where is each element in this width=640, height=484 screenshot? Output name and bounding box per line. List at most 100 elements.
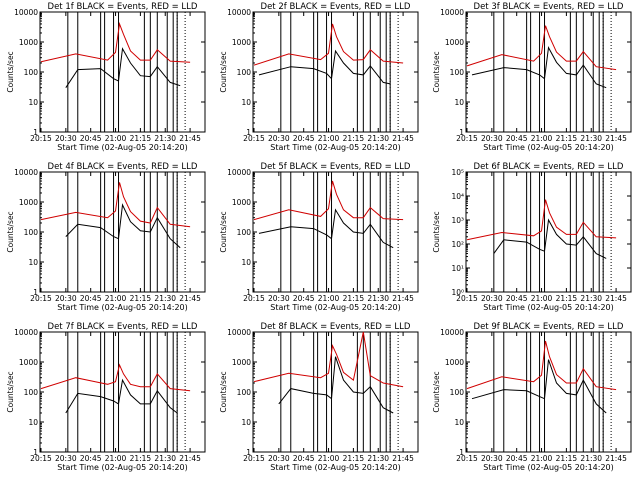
x-tick-label: 21:30 (580, 134, 602, 143)
x-axis-label: Start Time (02-Aug-05 20:14:20) (483, 463, 614, 472)
y-tick-label: 10⁴ (451, 192, 464, 201)
y-tick-label: 1000 (232, 198, 251, 207)
y-tick-label: 10⁵ (451, 168, 464, 177)
x-tick-label: 21:45 (605, 454, 627, 463)
y-tick-label: 100 (237, 388, 252, 397)
x-tick-label: 21:45 (179, 454, 201, 463)
y-tick-label: 10000 (14, 8, 38, 17)
x-tick-label: 21:30 (154, 134, 176, 143)
y-tick-label: 1 (33, 288, 38, 297)
y-tick-label: 10000 (227, 168, 251, 177)
events-series-line (493, 218, 607, 259)
y-tick-label: 10 (28, 418, 38, 427)
x-tick-label: 20:30 (55, 454, 77, 463)
x-axis-label: Start Time (02-Aug-05 20:14:20) (57, 303, 188, 312)
x-tick-label: 21:15 (130, 134, 152, 143)
x-tick-label: 21:30 (154, 454, 176, 463)
plot-frame-4 (39, 171, 206, 293)
x-axis-label: Start Time (02-Aug-05 20:14:20) (483, 303, 614, 312)
x-tick-label: 20:45 (506, 134, 528, 143)
chart-title-5: Det 5f BLACK = Events, RED = LLD (261, 162, 411, 172)
y-tick-label: 1000 (445, 38, 464, 47)
x-tick-label: 21:45 (179, 294, 201, 303)
x-axis-label: Start Time (02-Aug-05 20:14:20) (57, 143, 188, 152)
y-tick-label: 100 (450, 68, 465, 77)
x-tick-label: 20:45 (80, 454, 102, 463)
y-axis-label: Counts/sec (432, 211, 441, 252)
y-axis-label: Counts/sec (219, 211, 228, 252)
x-tick-label: 20:15 (30, 134, 52, 143)
y-tick-label: 1 (246, 448, 251, 457)
y-axis-label: Counts/sec (432, 371, 441, 412)
events-series-line (471, 359, 607, 414)
x-tick-label: 21:45 (605, 134, 627, 143)
lld-series-line (253, 180, 404, 221)
chart-title-2: Det 2f BLACK = Events, RED = LLD (261, 2, 411, 12)
events-series-line (258, 49, 391, 85)
y-tick-label: 1000 (232, 358, 251, 367)
y-axis-label: Counts/sec (6, 51, 15, 92)
lld-series-line (466, 25, 617, 71)
x-tick-label: 21:00 (105, 134, 127, 143)
x-tick-label: 21:15 (130, 454, 152, 463)
plot-frame-3 (465, 11, 632, 133)
y-tick-label: 10 (241, 98, 251, 107)
events-series-line (65, 47, 181, 88)
y-tick-label: 10 (454, 98, 464, 107)
x-tick-label: 20:30 (268, 454, 290, 463)
x-tick-label: 21:45 (392, 454, 414, 463)
lld-series-line (253, 23, 404, 66)
y-tick-label: 1000 (19, 38, 38, 47)
y-tick-label: 1 (246, 288, 251, 297)
y-tick-label: 10000 (14, 328, 38, 337)
events-series-line (258, 208, 394, 249)
plot-frame-6 (465, 171, 632, 293)
x-tick-label: 21:30 (367, 454, 389, 463)
x-tick-label: 20:45 (506, 294, 528, 303)
x-tick-label: 20:45 (506, 454, 528, 463)
x-tick-label: 20:15 (243, 454, 265, 463)
plot-frame-2 (252, 11, 419, 133)
chart-title-3: Det 3f BLACK = Events, RED = LLD (474, 2, 624, 12)
x-tick-label: 20:45 (293, 294, 315, 303)
y-tick-label: 10 (241, 258, 251, 267)
chart-title-7: Det 7f BLACK = Events, RED = LLD (48, 322, 198, 332)
x-tick-label: 20:15 (456, 454, 478, 463)
lld-series-line (40, 21, 191, 63)
y-tick-label: 10⁰ (451, 288, 464, 297)
y-tick-label: 10 (241, 418, 251, 427)
x-tick-label: 20:30 (55, 294, 77, 303)
y-axis-label: Counts/sec (6, 211, 15, 252)
y-axis-label: Counts/sec (6, 371, 15, 412)
y-tick-label: 10000 (440, 8, 464, 17)
x-tick-label: 21:00 (531, 454, 553, 463)
x-tick-label: 21:00 (531, 294, 553, 303)
plot-frame-9 (465, 331, 632, 453)
y-tick-label: 10¹ (451, 264, 464, 273)
y-tick-label: 1000 (19, 358, 38, 367)
x-tick-label: 21:00 (531, 134, 553, 143)
x-tick-label: 21:15 (556, 454, 578, 463)
y-tick-label: 100 (24, 68, 39, 77)
x-tick-label: 21:00 (105, 294, 127, 303)
chart-title-6: Det 6f BLACK = Events, RED = LLD (474, 162, 624, 172)
y-tick-label: 1 (33, 448, 38, 457)
y-tick-label: 1 (33, 128, 38, 137)
x-tick-label: 20:15 (456, 134, 478, 143)
y-tick-label: 100 (24, 388, 39, 397)
y-tick-label: 100 (24, 228, 39, 237)
x-tick-label: 21:15 (343, 454, 365, 463)
y-tick-label: 1000 (232, 38, 251, 47)
y-axis-label: Counts/sec (219, 51, 228, 92)
y-tick-label: 1000 (445, 358, 464, 367)
lld-series-line (466, 340, 617, 391)
x-tick-label: 21:15 (556, 134, 578, 143)
events-series-line (65, 378, 178, 414)
lld-series-line (40, 363, 191, 392)
y-tick-label: 10000 (14, 168, 38, 177)
chart-title-4: Det 4f BLACK = Events, RED = LLD (48, 162, 198, 172)
x-tick-label: 21:45 (392, 134, 414, 143)
x-tick-label: 20:30 (481, 454, 503, 463)
plot-frame-7 (39, 331, 206, 453)
